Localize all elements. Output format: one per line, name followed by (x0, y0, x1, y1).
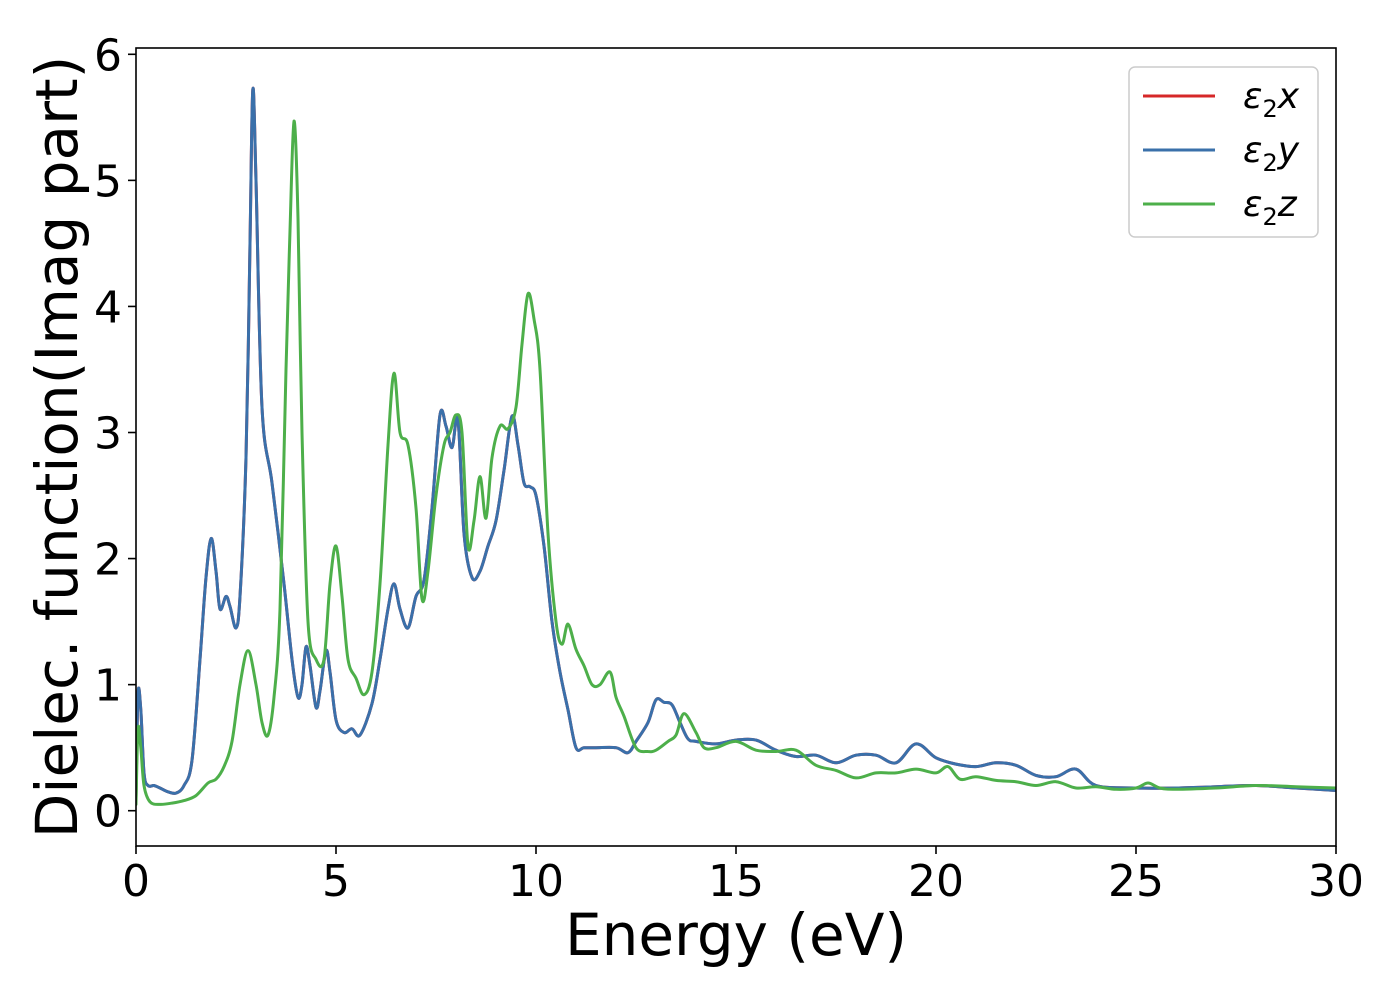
x-axis-ticks: 0 5 10 15 20 25 30 (122, 846, 1364, 907)
y-axis-label: Dielec. function(Imag part) (23, 56, 91, 839)
legend-label-z: ε2z (1243, 184, 1298, 231)
y-tick-label: 4 (94, 282, 122, 333)
x-tick-label: 0 (122, 856, 150, 907)
x-axis-label: Energy (eV) (565, 901, 907, 969)
y-tick-label: 6 (94, 30, 122, 81)
y-axis-ticks: 0 1 2 3 4 5 6 (94, 30, 136, 838)
plot-lines (136, 86, 1336, 806)
y-tick-label: 0 (94, 787, 122, 838)
series-line-y (136, 86, 1336, 800)
legend-label-x: ε2x (1243, 76, 1300, 123)
x-tick-label: 15 (708, 856, 764, 907)
x-tick-label: 20 (908, 856, 964, 907)
x-tick-label: 30 (1308, 856, 1364, 907)
y-tick-label: 5 (94, 156, 122, 207)
y-tick-label: 1 (94, 661, 122, 712)
legend-label-y: ε2y (1243, 130, 1300, 177)
legend: ε2x ε2y ε2z (1128, 66, 1319, 238)
x-tick-label: 10 (508, 856, 564, 907)
y-tick-label: 3 (94, 409, 122, 460)
series-line-z (136, 119, 1336, 806)
x-tick-label: 25 (1108, 856, 1164, 907)
x-tick-label: 5 (322, 856, 350, 907)
legend-box (1128, 66, 1319, 238)
y-tick-label: 2 (94, 535, 122, 586)
